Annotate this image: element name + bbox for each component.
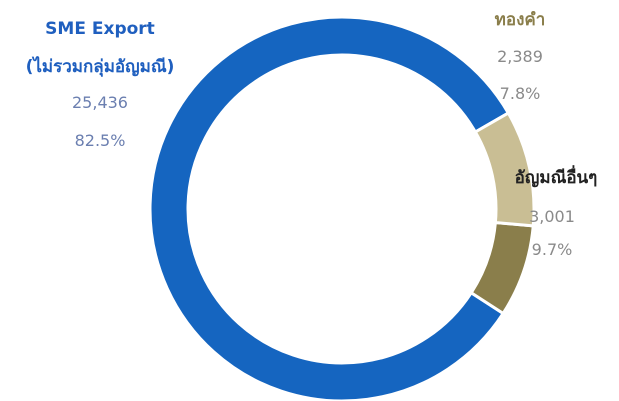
label-other-gems: อัญมณีอื่นๆ 3,001 9.7% bbox=[515, 165, 598, 259]
slice-gold bbox=[469, 220, 535, 316]
slice-label-sme-export-line2: (ไม่รวมกลุ่มอัญมณี) bbox=[26, 56, 175, 77]
slice-percent-other-gems: 9.7% bbox=[532, 240, 573, 259]
label-sme-export: SME Export (ไม่รวมกลุ่มอัญมณี) 25,436 82… bbox=[26, 19, 175, 150]
slice-value-other-gems: 3,001 bbox=[529, 207, 575, 226]
slice-label-sme-export-line1: SME Export bbox=[45, 19, 155, 39]
slice-percent-gold: 7.8% bbox=[500, 84, 541, 103]
slice-label-other-gems: อัญมณีอื่นๆ bbox=[515, 165, 598, 188]
label-gold: ทองคำ 2,389 7.8% bbox=[495, 10, 546, 103]
slice-value-gold: 2,389 bbox=[497, 47, 543, 66]
slice-value-sme-export: 25,436 bbox=[72, 93, 128, 112]
slice-label-gold: ทองคำ bbox=[495, 10, 546, 30]
slice-percent-sme-export: 82.5% bbox=[75, 131, 126, 150]
slice-group bbox=[148, 15, 536, 401]
slice-sme-export bbox=[148, 15, 511, 401]
slice-other-gems bbox=[473, 110, 536, 228]
